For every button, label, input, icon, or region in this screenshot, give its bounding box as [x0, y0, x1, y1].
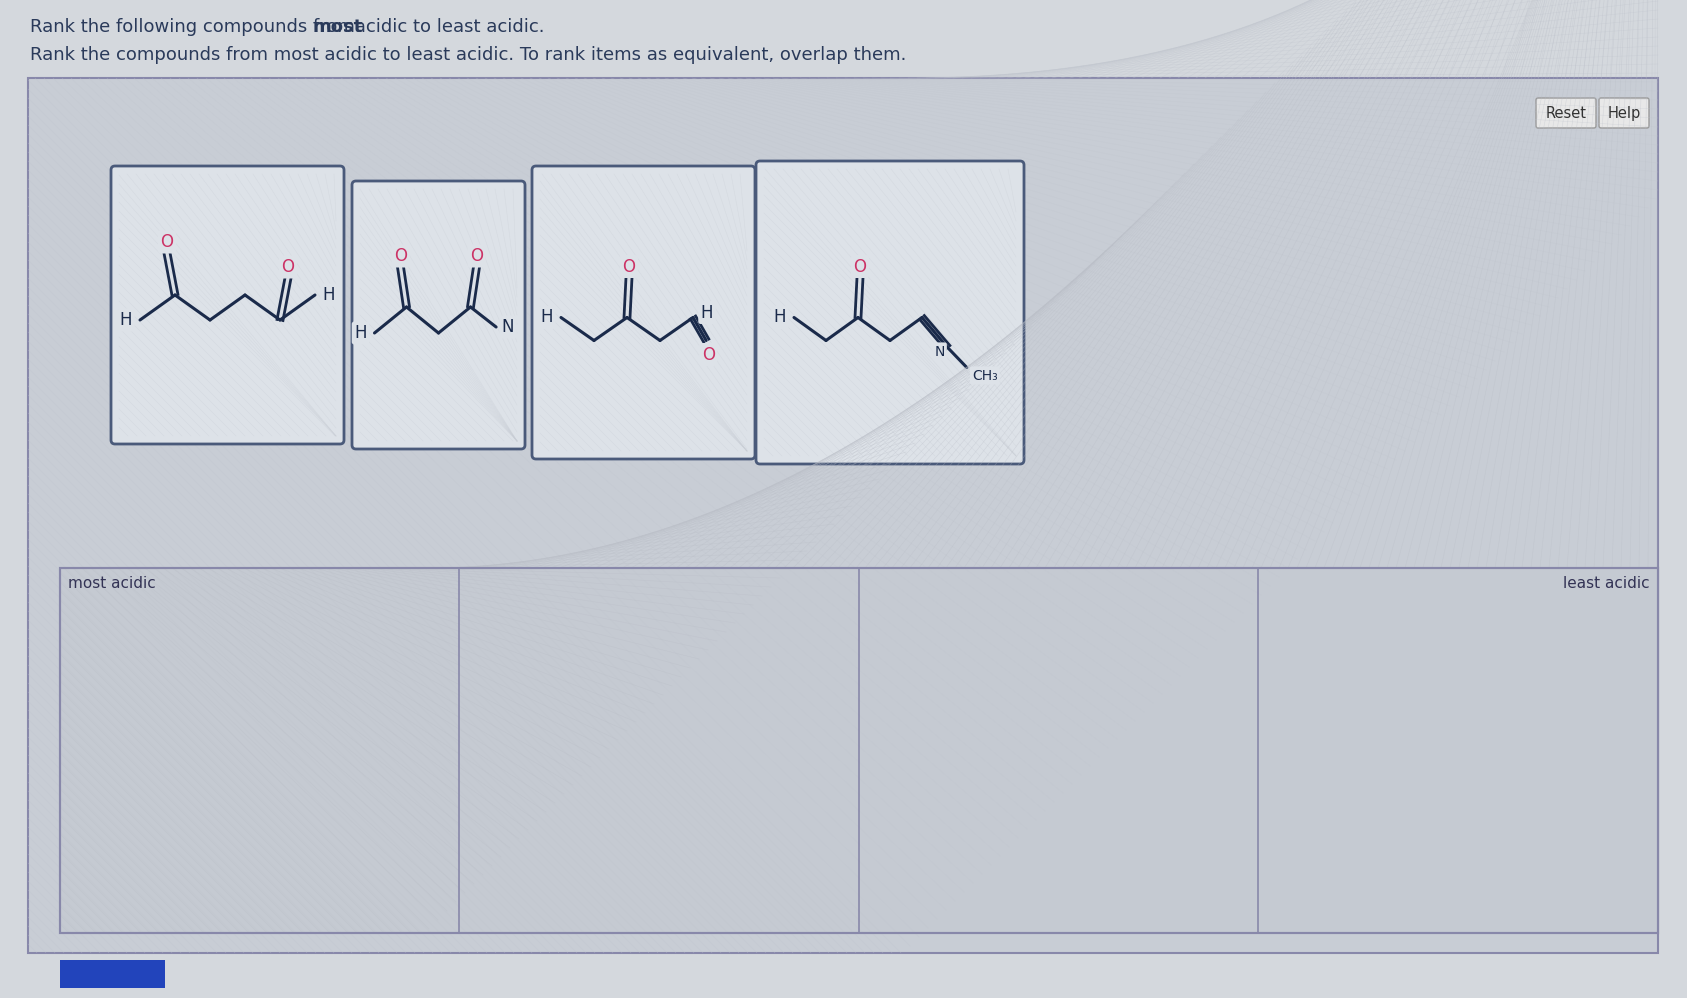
Text: Rank the compounds from most acidic to least acidic. To rank items as equivalent: Rank the compounds from most acidic to l…	[30, 46, 906, 64]
Text: most: most	[314, 18, 363, 36]
FancyBboxPatch shape	[29, 78, 1658, 953]
Text: O: O	[702, 345, 715, 363]
Text: O: O	[395, 247, 407, 265]
Text: H: H	[354, 324, 366, 342]
Text: O: O	[282, 258, 295, 276]
Text: H: H	[322, 286, 336, 304]
FancyBboxPatch shape	[1535, 98, 1596, 128]
Bar	[61, 960, 165, 988]
Text: O: O	[623, 257, 636, 275]
Text: Reset: Reset	[1545, 106, 1586, 121]
Text: H: H	[120, 311, 132, 329]
Text: acidic to least acidic.: acidic to least acidic.	[349, 18, 545, 36]
Text: N: N	[501, 318, 515, 336]
Text: Help: Help	[1608, 106, 1641, 121]
Text: H: H	[542, 308, 553, 326]
Text: O: O	[160, 233, 174, 251]
Text: least acidic: least acidic	[1564, 576, 1650, 591]
FancyBboxPatch shape	[1599, 98, 1648, 128]
Text: Rank the following compounds from: Rank the following compounds from	[30, 18, 361, 36]
Text: O: O	[854, 257, 867, 275]
Text: most acidic: most acidic	[67, 576, 155, 591]
Text: CH₃: CH₃	[972, 368, 997, 382]
FancyBboxPatch shape	[756, 161, 1024, 464]
FancyBboxPatch shape	[353, 181, 525, 449]
FancyBboxPatch shape	[61, 568, 1658, 933]
Text: N: N	[935, 344, 945, 358]
FancyBboxPatch shape	[531, 166, 756, 459]
FancyBboxPatch shape	[111, 166, 344, 444]
Text: H: H	[774, 308, 786, 326]
Text: H: H	[700, 303, 714, 321]
Text: O: O	[471, 247, 482, 265]
